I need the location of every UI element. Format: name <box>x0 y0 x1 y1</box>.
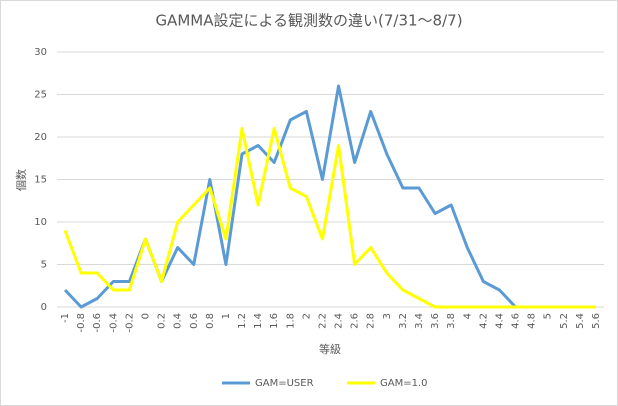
y-tick-label: 5 <box>41 260 47 271</box>
x-tick-label: 3.8 <box>446 313 457 329</box>
x-tick-label: -0.4 <box>108 313 119 333</box>
x-tick-label: 1.6 <box>269 313 280 329</box>
x-tick-label: 0.2 <box>157 313 168 329</box>
x-axis-label: 等級 <box>319 342 341 356</box>
x-tick-label: 5.2 <box>559 313 570 329</box>
y-tick-label: 30 <box>34 47 47 58</box>
x-tick-label: -1 <box>60 313 71 323</box>
x-tick-label: 3 <box>382 313 393 319</box>
x-tick-label: 3.6 <box>430 313 441 329</box>
x-tick-label: 4.4 <box>494 313 505 329</box>
x-tick-label: -0.8 <box>76 313 87 333</box>
y-tick-label: 20 <box>34 132 47 143</box>
y-tick-label: 10 <box>34 217 47 228</box>
x-tick-label: 4 <box>462 313 473 319</box>
x-tick-label: 1 <box>221 313 232 319</box>
x-tick-label: 3.2 <box>398 313 409 329</box>
x-tick-label: 1.8 <box>285 313 296 329</box>
x-tick-label: 0.8 <box>205 313 216 329</box>
x-tick-label: 2.6 <box>350 313 361 329</box>
x-tick-label: 0 <box>140 313 151 319</box>
chart-title: GAMMA設定による観測数の違い(7/31～8/7) <box>155 12 462 30</box>
legend-label: GAM=1.0 <box>380 378 428 389</box>
x-tick-label: 2.8 <box>366 313 377 329</box>
x-tick-label: 3.4 <box>414 313 425 329</box>
y-tick-label: 15 <box>34 175 47 186</box>
x-tick-label: 4.2 <box>478 313 489 329</box>
y-tick-label: 25 <box>34 90 47 101</box>
x-tick-label: 4.6 <box>511 313 522 329</box>
x-tick-label: 0.4 <box>173 313 184 329</box>
series-line <box>63 127 596 309</box>
x-tick-label: -0.6 <box>92 313 103 333</box>
x-tick-label: 0.6 <box>189 313 200 329</box>
y-axis-label: 個数 <box>15 169 28 191</box>
x-tick-label: 5.6 <box>591 313 602 329</box>
x-tick-label: 5.4 <box>575 313 586 329</box>
x-tick-label: 4.8 <box>527 313 538 329</box>
x-tick-label: -0.2 <box>124 313 135 333</box>
x-tick-label: 2.4 <box>334 313 345 329</box>
x-tick-label: 5 <box>543 313 554 319</box>
x-tick-label: 2 <box>301 313 312 319</box>
x-tick-label: 2.2 <box>317 313 328 329</box>
legend-label: GAM=USER <box>255 378 314 389</box>
x-tick-label: 1.4 <box>253 313 264 329</box>
x-tick-label: 1.2 <box>237 313 248 329</box>
y-tick-label: 0 <box>41 302 47 313</box>
